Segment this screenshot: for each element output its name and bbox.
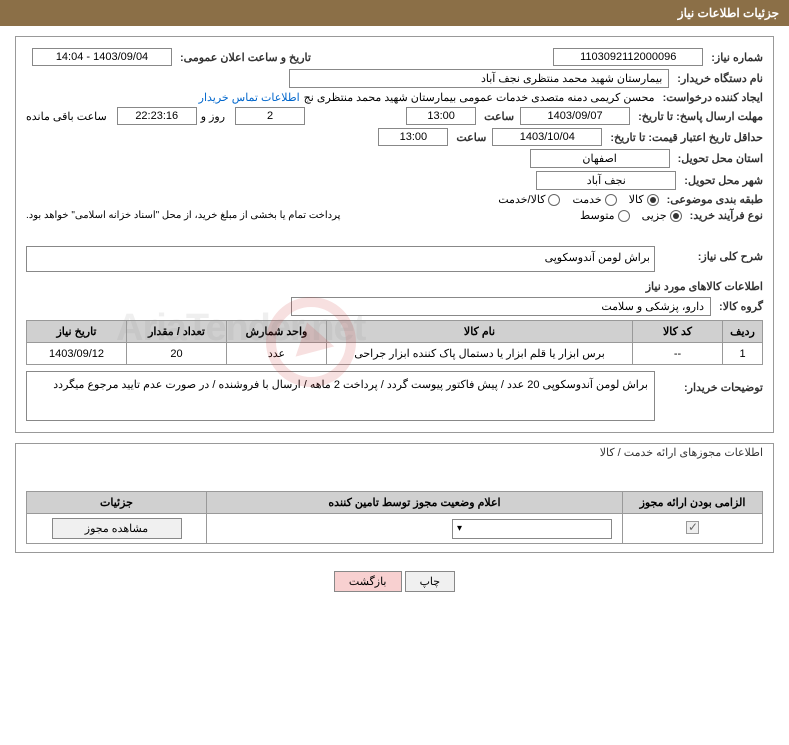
buyer-org-label: نام دستگاه خریدار:	[677, 72, 763, 85]
chevron-down-icon: ▾	[457, 523, 462, 534]
license-table: الزامی بودن ارائه مجوز اعلام وضعیت مجوز …	[26, 491, 763, 544]
buyer-notes-value: براش لومن آندوسکوپی 20 عدد / پیش فاکتور …	[26, 371, 655, 421]
province-label: استان محل تحویل:	[678, 152, 763, 165]
lic-col-mandatory: الزامی بودن ارائه مجوز	[623, 492, 763, 514]
license-row: ▾ مشاهده مجوز	[27, 514, 763, 544]
back-button[interactable]: بازگشت	[334, 571, 402, 592]
radio-icon	[605, 194, 617, 206]
cell-unit: عدد	[227, 343, 327, 365]
license-box: اطلاعات مجوزهای ارائه خدمت / کالا الزامی…	[15, 443, 774, 553]
purchase-type-radio-group: جزیی متوسط	[580, 209, 682, 222]
print-button[interactable]: چاپ	[405, 571, 456, 592]
goods-group-label: گروه کالا:	[719, 300, 763, 313]
table-row: 1 -- برس ابزار یا قلم ابزار یا دستمال پا…	[27, 343, 763, 365]
purchase-radio-minor[interactable]: جزیی	[642, 209, 682, 222]
category-radio-both[interactable]: کالا/خدمت	[498, 193, 560, 206]
col-qty: تعداد / مقدار	[127, 321, 227, 343]
license-header-row: الزامی بودن ارائه مجوز اعلام وضعیت مجوز …	[27, 492, 763, 514]
response-deadline-date: 1403/09/07	[520, 107, 630, 125]
lic-col-status: اعلام وضعیت مجوز توسط تامین کننده	[207, 492, 623, 514]
license-title: اطلاعات مجوزهای ارائه خدمت / کالا	[26, 446, 763, 459]
requester-value: محسن کریمی دمنه متصدی خدمات عمومی بیمارس…	[304, 91, 655, 104]
response-time-label: ساعت	[484, 110, 514, 123]
cell-row: 1	[723, 343, 763, 365]
purchase-note: پرداخت تمام یا بخشی از مبلغ خرید، از محل…	[26, 210, 340, 221]
category-radio-goods[interactable]: کالا	[629, 193, 659, 206]
cell-qty: 20	[127, 343, 227, 365]
goods-group-value: دارو، پزشکی و سلامت	[291, 297, 711, 316]
table-header-row: ردیف کد کالا نام کالا واحد شمارش تعداد /…	[27, 321, 763, 343]
main-details-box: AriaTender.net شماره نیاز: 1103092112000…	[15, 36, 774, 433]
requester-label: ایجاد کننده درخواست:	[663, 91, 763, 104]
cell-code: --	[633, 343, 723, 365]
page-title: جزئیات اطلاعات نیاز	[678, 6, 779, 20]
goods-section-title: اطلاعات کالاهای مورد نیاز	[26, 280, 763, 293]
price-validity-date: 1403/10/04	[492, 128, 602, 146]
need-desc-label: شرح کلی نیاز:	[663, 246, 763, 263]
radio-icon	[548, 194, 560, 206]
lic-status-cell: ▾	[207, 514, 623, 544]
need-number-value: 1103092112000096	[553, 48, 703, 66]
radio-icon	[670, 210, 682, 222]
status-select[interactable]: ▾	[452, 519, 612, 539]
purchase-radio-medium[interactable]: متوسط	[580, 209, 630, 222]
cell-date: 1403/09/12	[27, 343, 127, 365]
col-row: ردیف	[723, 321, 763, 343]
province-value: اصفهان	[530, 149, 670, 168]
buyer-notes-label: توضیحات خریدار:	[663, 371, 763, 394]
action-buttons: چاپ بازگشت	[0, 563, 789, 600]
category-label: طبقه بندی موضوعی:	[667, 193, 763, 206]
radio-icon	[647, 194, 659, 206]
countdown: 22:23:16	[117, 107, 197, 125]
response-deadline-time: 13:00	[406, 107, 476, 125]
mandatory-checkbox	[686, 521, 699, 534]
purchase-type-label: نوع فرآیند خرید:	[690, 209, 763, 222]
category-radio-service[interactable]: خدمت	[572, 193, 616, 206]
view-license-button[interactable]: مشاهده مجوز	[52, 518, 182, 539]
need-desc-value: براش لومن آندوسکوپی	[26, 246, 655, 272]
col-code: کد کالا	[633, 321, 723, 343]
lic-col-details: جزئیات	[27, 492, 207, 514]
announce-datetime-label: تاریخ و ساعت اعلان عمومی:	[180, 51, 311, 64]
need-number-label: شماره نیاز:	[711, 51, 763, 64]
category-radio-group: کالا خدمت کالا/خدمت	[498, 193, 658, 206]
contact-link[interactable]: اطلاعات تماس خریدار	[199, 91, 300, 104]
lic-details-cell: مشاهده مجوز	[27, 514, 207, 544]
radio-icon	[618, 210, 630, 222]
city-label: شهر محل تحویل:	[684, 174, 763, 187]
announce-datetime-value: 1403/09/04 - 14:04	[32, 48, 172, 66]
col-unit: واحد شمارش	[227, 321, 327, 343]
buyer-org-value: بیمارستان شهید محمد منتظری نجف آباد	[289, 69, 669, 88]
price-validity-time: 13:00	[378, 128, 448, 146]
remaining-label: ساعت باقی مانده	[26, 110, 107, 123]
page-header: جزئیات اطلاعات نیاز	[0, 0, 789, 26]
col-name: نام کالا	[327, 321, 633, 343]
lic-mandatory-cell	[623, 514, 763, 544]
goods-table: ردیف کد کالا نام کالا واحد شمارش تعداد /…	[26, 320, 763, 365]
cell-name: برس ابزار یا قلم ابزار یا دستمال پاک کنن…	[327, 343, 633, 365]
response-deadline-label: مهلت ارسال پاسخ: تا تاریخ:	[638, 110, 763, 123]
response-days: 2	[235, 107, 305, 125]
city-value: نجف آباد	[536, 171, 676, 190]
col-date: تاریخ نیاز	[27, 321, 127, 343]
days-label: روز و	[201, 110, 225, 123]
price-validity-label: حداقل تاریخ اعتبار قیمت: تا تاریخ:	[610, 131, 763, 144]
price-time-label: ساعت	[456, 131, 486, 144]
